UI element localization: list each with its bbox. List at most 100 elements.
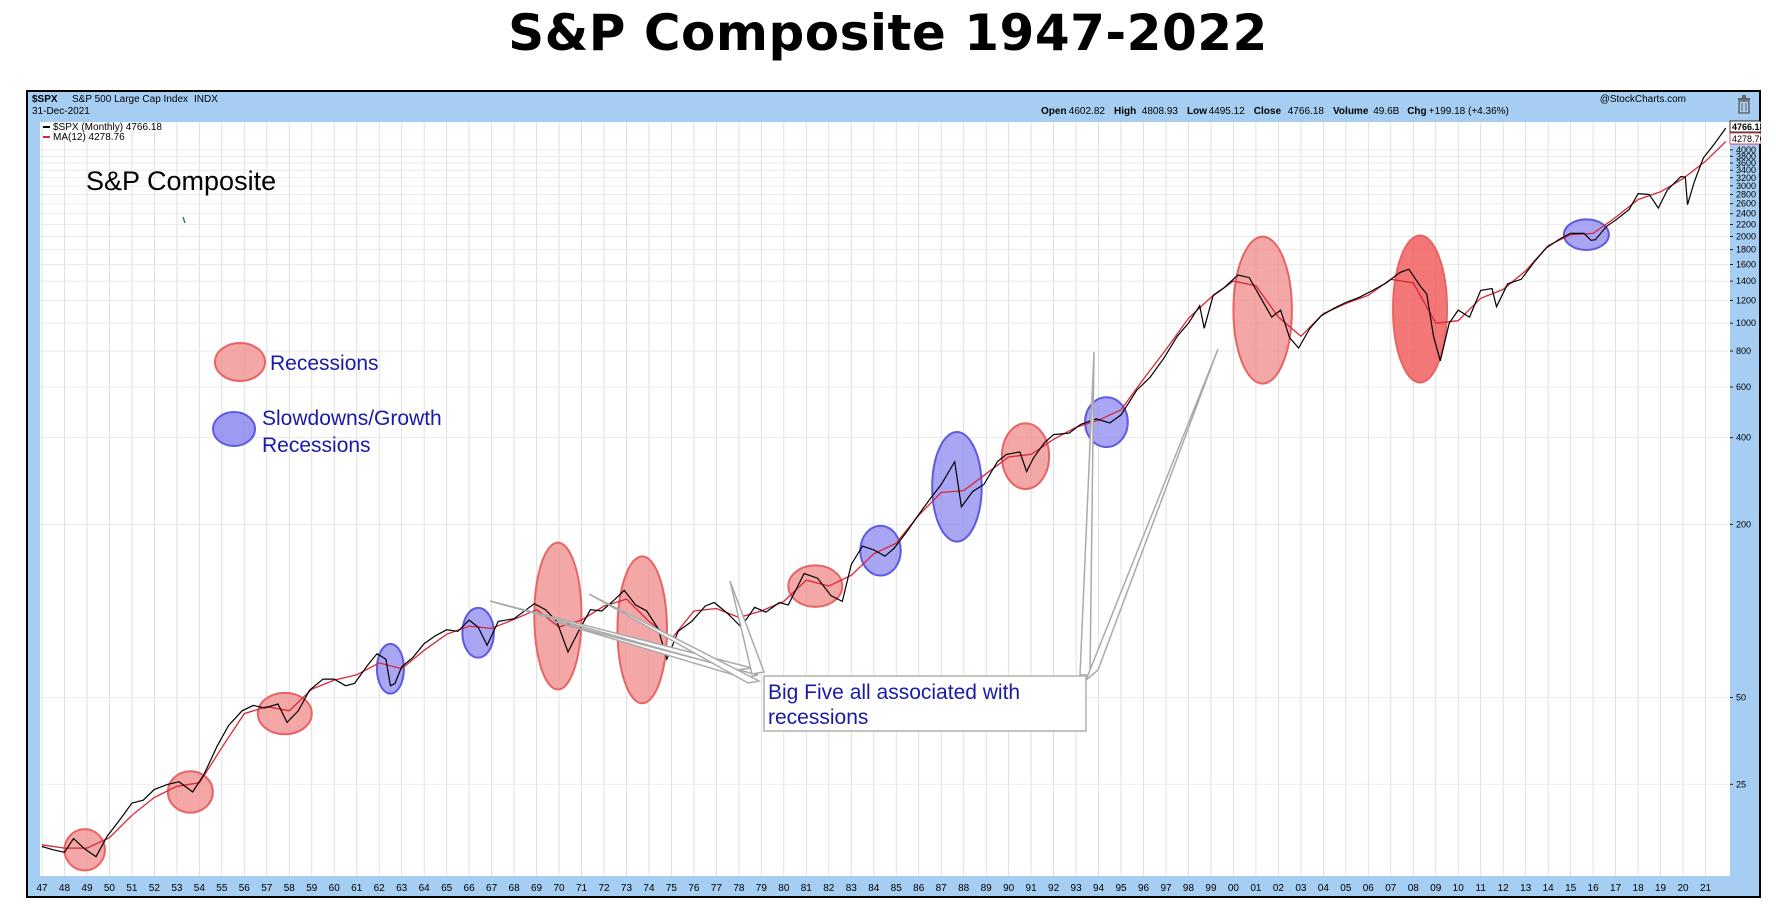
recession-ellipse <box>1232 235 1293 385</box>
x-tick-label: 91 <box>1026 883 1038 894</box>
x-tick-label: 02 <box>1273 883 1285 894</box>
last-price-tag: 4766.18 <box>1732 122 1761 132</box>
x-tick-label: 65 <box>441 883 453 894</box>
watermark: @StockCharts.com <box>1600 94 1686 105</box>
x-tick-label: 86 <box>913 883 925 894</box>
price-line <box>41 127 1727 858</box>
ohlc-label: Chg <box>1407 106 1426 117</box>
exchange-label: INDX <box>194 94 218 105</box>
x-tick-label: 74 <box>643 883 655 894</box>
ohlc-row: Open 4602.82 High 4808.93 Low 4495.12 Close 476… <box>1041 106 1509 117</box>
x-tick-label: 20 <box>1677 883 1689 894</box>
legend-recessions-label: Recessions <box>270 352 379 375</box>
inner-chart-title: S&P Composite <box>86 166 276 196</box>
recession-ellipse <box>166 770 214 814</box>
ohlc-label: High <box>1114 106 1136 117</box>
x-tick-label: 00 <box>1228 883 1240 894</box>
y-tick-label: 1800 <box>1736 245 1756 255</box>
slowdown-ellipse <box>375 642 405 695</box>
x-tick-label: 15 <box>1565 883 1577 894</box>
x-tick-label: 87 <box>936 883 948 894</box>
last-ma-tag: 4278.76 <box>1732 134 1761 144</box>
x-tick-label: 88 <box>958 883 970 894</box>
x-tick-label: 66 <box>464 883 476 894</box>
x-tick-label: 12 <box>1498 883 1510 894</box>
x-tick-label: 78 <box>733 883 745 894</box>
recession-ellipse <box>1392 234 1449 384</box>
x-tick-label: 82 <box>823 883 835 894</box>
ohlc-label: Low <box>1187 106 1207 117</box>
y-tick-label: 2000 <box>1736 232 1756 242</box>
ohlc-value: 4808.93 <box>1142 106 1179 117</box>
trash-icon[interactable] <box>1738 95 1750 114</box>
y-tick-label: 2400 <box>1736 209 1756 219</box>
chart-frame: $SPX S&P 500 Large Cap Index INDX 31-Dec… <box>26 90 1761 898</box>
ohlc-value: 49.6B <box>1373 106 1399 117</box>
x-tick-label: 03 <box>1295 883 1307 894</box>
y-tick-label: 50 <box>1736 693 1746 703</box>
x-tick-label: 72 <box>598 883 610 894</box>
x-tick-label: 70 <box>553 883 565 894</box>
x-tick-label: 99 <box>1205 883 1217 894</box>
grid-lines <box>40 122 1730 876</box>
x-tick-label: 01 <box>1250 883 1262 894</box>
callout-line-1: Big Five all associated with <box>768 681 1020 704</box>
page-title: S&P Composite 1947-2022 <box>508 4 1268 62</box>
x-tick-label: 71 <box>576 883 588 894</box>
slowdown-ellipse <box>931 431 983 543</box>
ohlc-value: 4602.82 <box>1069 106 1106 117</box>
x-tick-label: 21 <box>1700 883 1712 894</box>
ticker-symbol: $SPX <box>32 94 58 105</box>
y-tick-label: 200 <box>1736 519 1751 529</box>
y-tick-label: 25 <box>1736 779 1746 789</box>
small-mark-icon <box>182 216 186 224</box>
callout-box <box>763 675 1087 732</box>
x-tick-label: 73 <box>621 883 633 894</box>
x-tick-label: 68 <box>509 883 521 894</box>
x-tick-label: 47 <box>36 883 48 894</box>
y-tick-label: 2800 <box>1736 189 1756 199</box>
y-tick-label: 3400 <box>1736 165 1756 175</box>
ohlc-value: 4766.18 <box>1288 106 1325 117</box>
x-tick-label: 14 <box>1543 883 1555 894</box>
x-tick-label: 08 <box>1408 883 1420 894</box>
callout-line-2: recessions <box>768 706 868 729</box>
index-name: S&P 500 Large Cap Index <box>72 94 188 105</box>
x-tick-label: 81 <box>801 883 813 894</box>
x-tick-label: 69 <box>531 883 543 894</box>
x-tick-label: 58 <box>284 883 296 894</box>
x-tick-label: 77 <box>711 883 723 894</box>
y-tick-label: 3200 <box>1736 173 1756 183</box>
y-tick-label: 600 <box>1736 382 1751 392</box>
ma-line <box>41 141 1727 849</box>
x-tick-label: 06 <box>1363 883 1375 894</box>
chart-date: 31-Dec-2021 <box>32 106 90 117</box>
x-tick-label: 17 <box>1610 883 1622 894</box>
y-axis: 4000380036003400320030002800260024002200… <box>1730 145 1756 789</box>
recession-ellipse <box>256 691 313 736</box>
x-tick-label: 63 <box>396 883 408 894</box>
x-tick-label: 59 <box>306 883 318 894</box>
ohlc-label: Volume <box>1333 106 1369 117</box>
x-tick-label: 53 <box>171 883 183 894</box>
last-ma-tag-box <box>1729 132 1761 145</box>
x-tick-label: 18 <box>1633 883 1645 894</box>
ohlc-label: Open <box>1041 106 1067 117</box>
y-tick-label: 1000 <box>1736 318 1756 328</box>
callout-pointers <box>489 348 1219 684</box>
x-tick-label: 07 <box>1385 883 1397 894</box>
y-tick-label: 3000 <box>1736 181 1756 191</box>
x-tick-label: 93 <box>1071 883 1083 894</box>
y-tick-label: 800 <box>1736 346 1751 356</box>
y-tick-label: 1200 <box>1736 295 1756 305</box>
x-tick-label: 13 <box>1520 883 1532 894</box>
x-tick-label: 04 <box>1318 883 1330 894</box>
x-tick-label: 83 <box>846 883 858 894</box>
x-tick-label: 79 <box>756 883 768 894</box>
x-tick-label: 55 <box>216 883 228 894</box>
x-tick-label: 54 <box>194 883 206 894</box>
x-tick-label: 95 <box>1115 883 1127 894</box>
x-tick-label: 16 <box>1588 883 1600 894</box>
x-tick-label: 98 <box>1183 883 1195 894</box>
y-tick-label: 1400 <box>1736 276 1756 286</box>
